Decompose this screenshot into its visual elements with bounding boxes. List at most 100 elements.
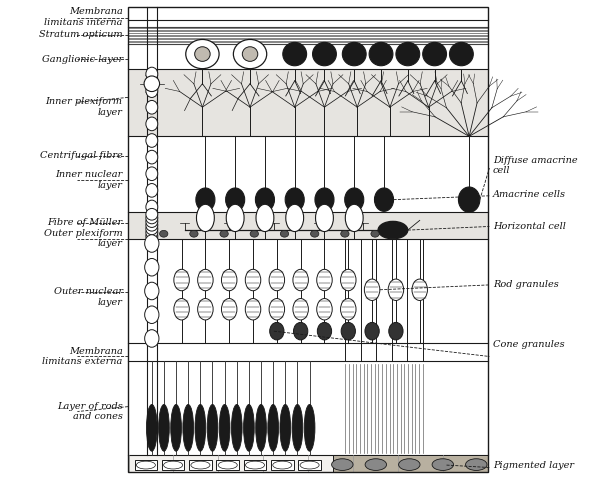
Text: Membrana
limitans externa: Membrana limitans externa: [42, 347, 122, 366]
Ellipse shape: [233, 39, 267, 69]
Ellipse shape: [145, 235, 159, 252]
Ellipse shape: [341, 230, 349, 237]
Ellipse shape: [221, 299, 237, 320]
Ellipse shape: [256, 188, 274, 211]
Ellipse shape: [346, 205, 363, 232]
Ellipse shape: [286, 205, 304, 232]
Bar: [298, 460, 321, 470]
Ellipse shape: [432, 459, 454, 470]
Ellipse shape: [269, 322, 284, 340]
Ellipse shape: [183, 404, 194, 451]
Ellipse shape: [311, 230, 319, 237]
Text: Outer plexiform
layer: Outer plexiform layer: [44, 229, 122, 248]
Ellipse shape: [341, 299, 356, 320]
Ellipse shape: [315, 188, 334, 211]
Ellipse shape: [269, 269, 284, 291]
Ellipse shape: [300, 461, 319, 469]
Ellipse shape: [389, 322, 403, 340]
Ellipse shape: [280, 230, 289, 237]
Ellipse shape: [174, 269, 190, 291]
Text: Membrana
limitans interna: Membrana limitans interna: [44, 7, 122, 27]
Ellipse shape: [245, 299, 261, 320]
Ellipse shape: [256, 404, 266, 451]
Ellipse shape: [371, 230, 379, 237]
Ellipse shape: [145, 306, 159, 323]
Ellipse shape: [245, 269, 261, 291]
Ellipse shape: [146, 117, 158, 131]
Ellipse shape: [242, 47, 258, 61]
Text: Amacrine cells: Amacrine cells: [493, 190, 566, 199]
Ellipse shape: [146, 212, 158, 224]
Ellipse shape: [345, 188, 364, 211]
Text: Stratum opticum: Stratum opticum: [39, 30, 122, 38]
Ellipse shape: [285, 188, 304, 211]
Ellipse shape: [221, 269, 237, 291]
Ellipse shape: [280, 404, 290, 451]
Ellipse shape: [164, 461, 182, 469]
Ellipse shape: [160, 230, 168, 237]
Ellipse shape: [423, 42, 446, 66]
Ellipse shape: [292, 404, 303, 451]
Ellipse shape: [136, 461, 155, 469]
Text: Horizontal cell: Horizontal cell: [493, 222, 566, 231]
Bar: [244, 460, 266, 470]
Ellipse shape: [293, 322, 308, 340]
Text: Rod granules: Rod granules: [493, 281, 559, 289]
Ellipse shape: [449, 42, 473, 66]
Ellipse shape: [313, 42, 337, 66]
Ellipse shape: [191, 461, 210, 469]
Ellipse shape: [293, 269, 308, 291]
Ellipse shape: [466, 459, 487, 470]
Bar: [128, 455, 488, 472]
Ellipse shape: [268, 404, 278, 451]
Bar: [217, 460, 239, 470]
Ellipse shape: [412, 279, 427, 300]
Ellipse shape: [396, 42, 420, 66]
Ellipse shape: [146, 150, 158, 164]
Text: Pigmented layer: Pigmented layer: [493, 461, 574, 469]
Text: Outer nuclear
layer: Outer nuclear layer: [53, 287, 122, 307]
Ellipse shape: [220, 230, 228, 237]
Text: Fibre of Müller: Fibre of Müller: [47, 218, 122, 227]
Ellipse shape: [196, 188, 215, 211]
Ellipse shape: [146, 230, 158, 242]
Ellipse shape: [197, 269, 213, 291]
Ellipse shape: [332, 459, 353, 470]
Ellipse shape: [195, 404, 206, 451]
Bar: [271, 460, 293, 470]
Ellipse shape: [171, 404, 181, 451]
Ellipse shape: [144, 76, 160, 92]
Text: Cone granules: Cone granules: [493, 340, 565, 349]
Ellipse shape: [146, 67, 158, 81]
Ellipse shape: [273, 461, 292, 469]
Ellipse shape: [146, 223, 158, 235]
Ellipse shape: [365, 322, 379, 340]
Ellipse shape: [146, 208, 158, 220]
Ellipse shape: [218, 461, 237, 469]
Ellipse shape: [146, 219, 158, 231]
Bar: [128, 212, 488, 239]
Text: Layer of rods
and cones: Layer of rods and cones: [57, 402, 122, 421]
Ellipse shape: [197, 299, 213, 320]
Ellipse shape: [146, 84, 158, 97]
Ellipse shape: [207, 404, 218, 451]
Ellipse shape: [364, 279, 380, 300]
Ellipse shape: [146, 167, 158, 181]
Ellipse shape: [146, 134, 158, 147]
Ellipse shape: [341, 269, 356, 291]
Ellipse shape: [317, 299, 332, 320]
Ellipse shape: [244, 404, 254, 451]
Ellipse shape: [158, 404, 169, 451]
Ellipse shape: [374, 188, 394, 211]
Ellipse shape: [365, 459, 386, 470]
Ellipse shape: [194, 47, 210, 61]
Bar: [134, 460, 157, 470]
Ellipse shape: [145, 259, 159, 276]
Bar: [189, 460, 212, 470]
Ellipse shape: [146, 200, 158, 214]
Bar: [334, 455, 488, 472]
Text: Inner nuclear
layer: Inner nuclear layer: [55, 170, 122, 190]
Ellipse shape: [304, 404, 315, 451]
Ellipse shape: [174, 299, 190, 320]
Ellipse shape: [146, 216, 158, 227]
